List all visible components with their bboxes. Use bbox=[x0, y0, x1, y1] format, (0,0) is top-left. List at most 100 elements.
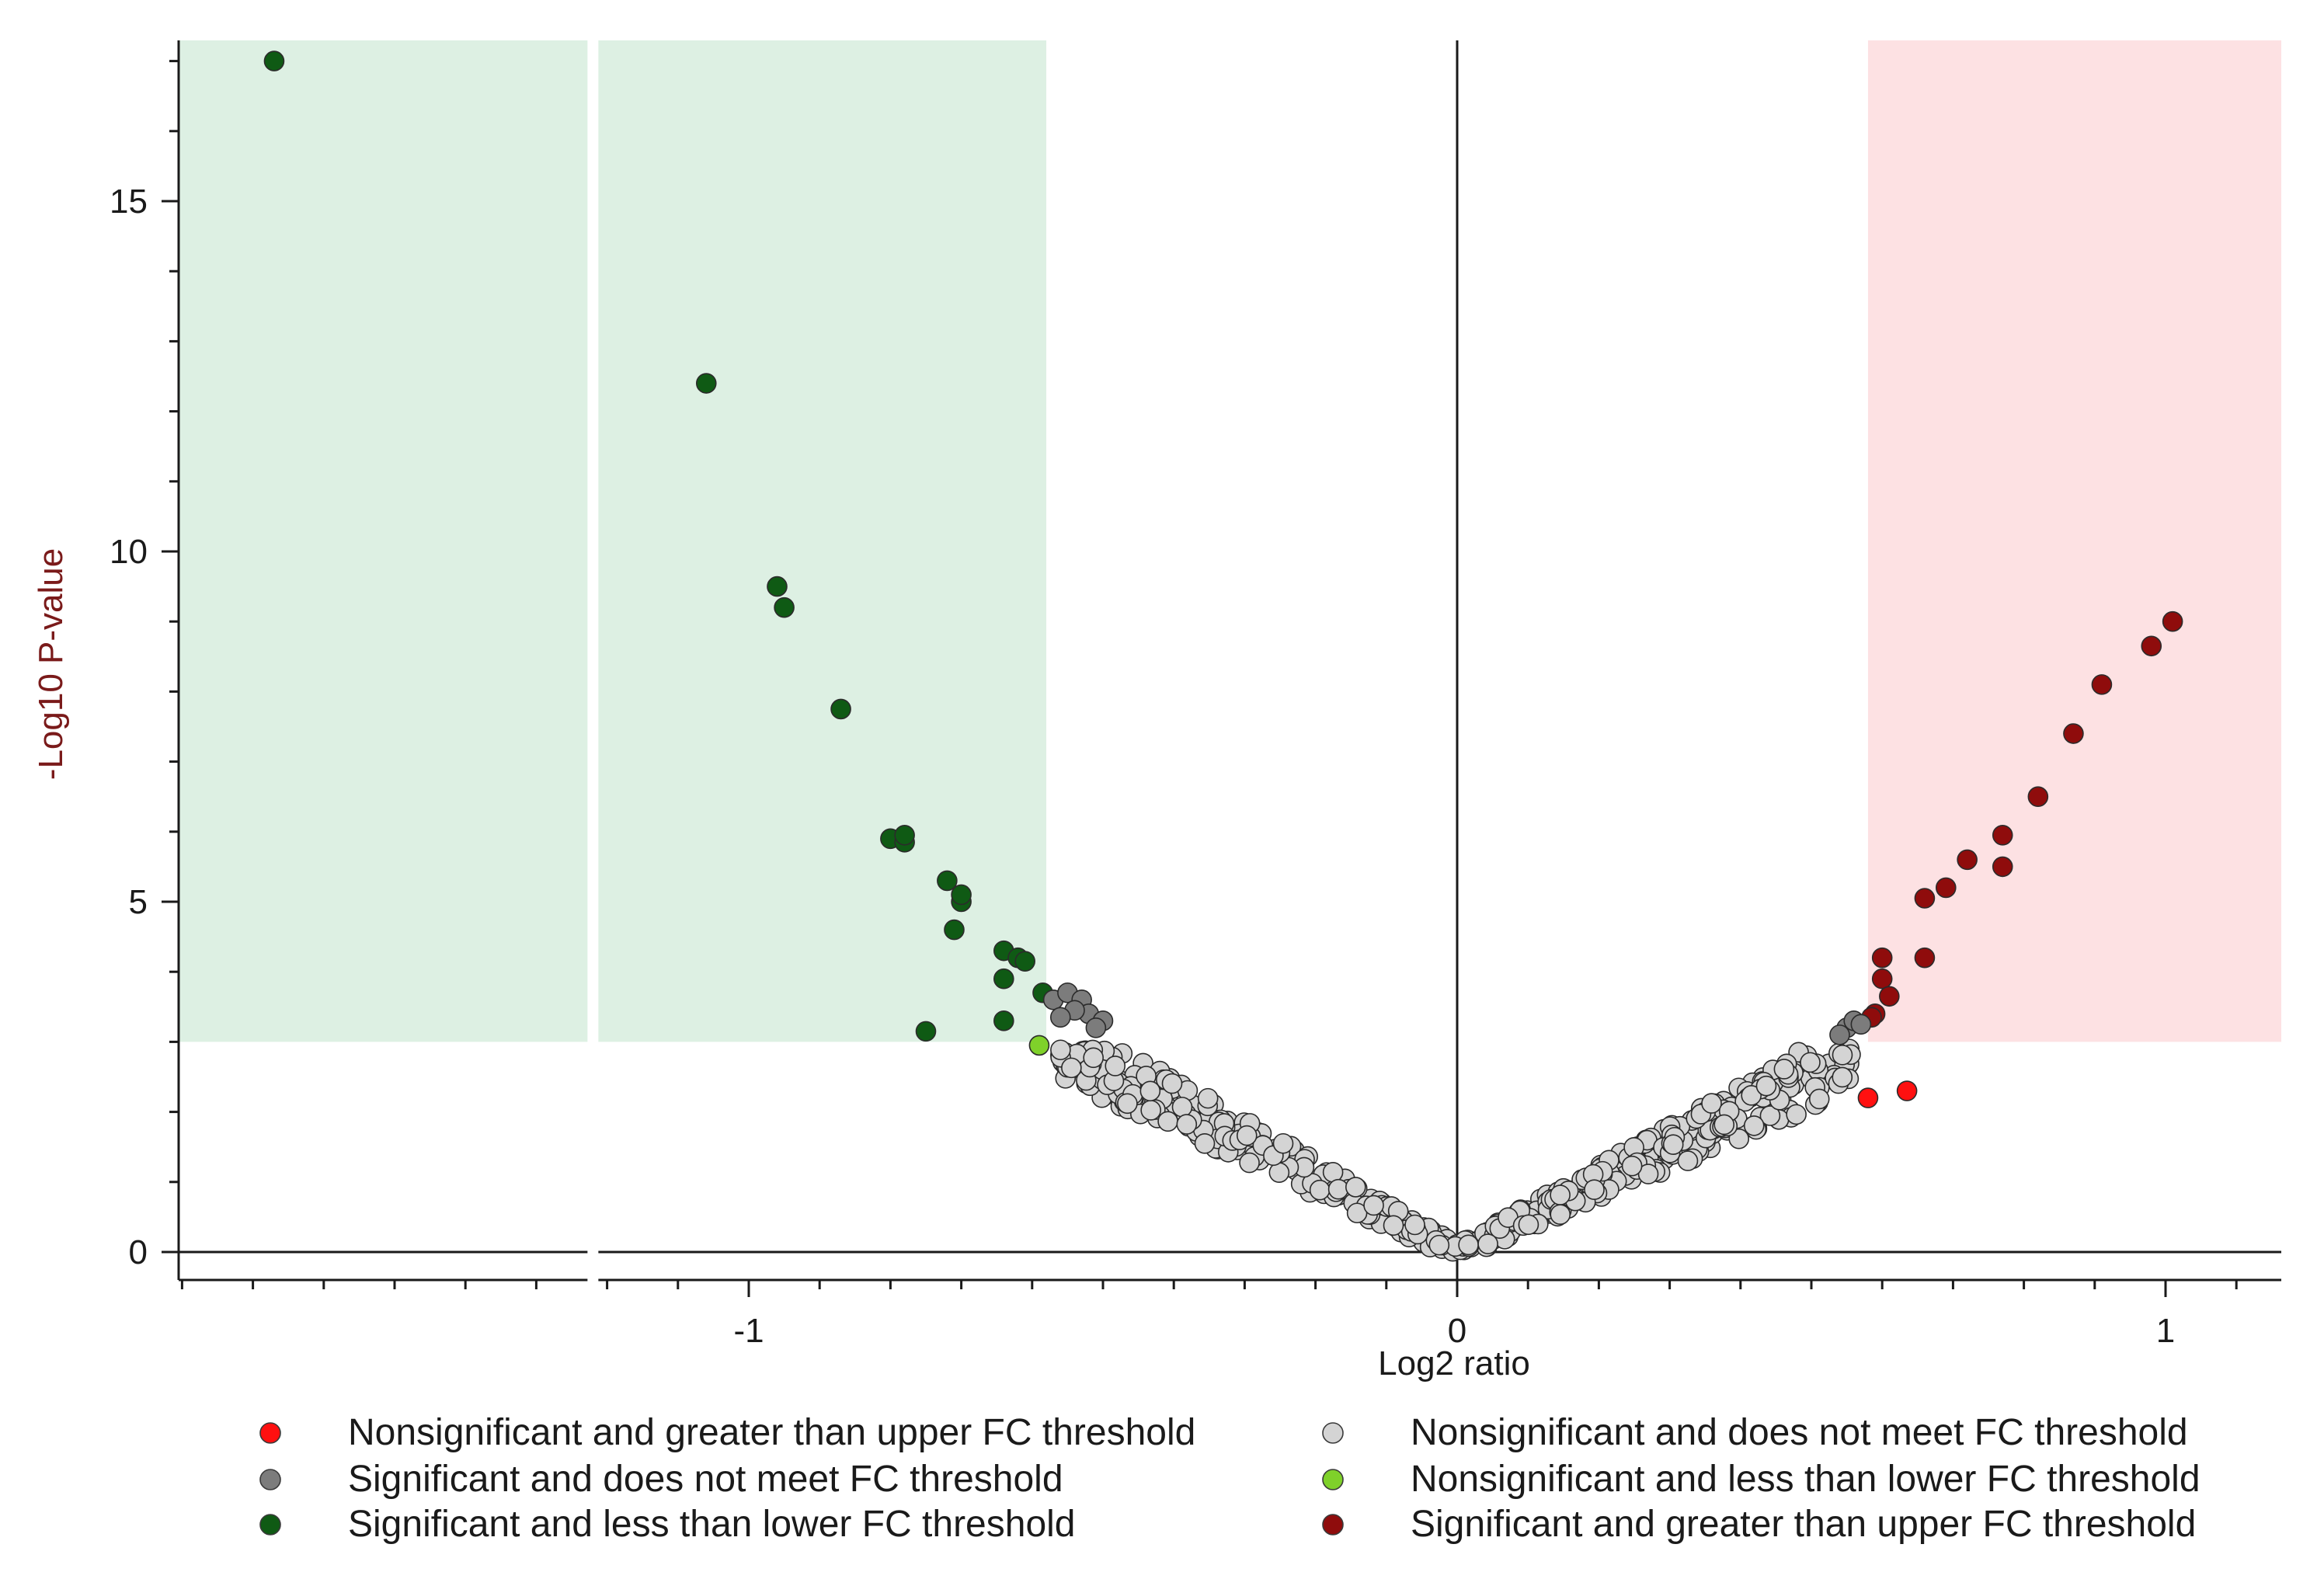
sig-up-point bbox=[1914, 947, 1936, 969]
legend-item: Significant and does not meet FC thresho… bbox=[259, 1459, 1063, 1500]
nonsig-no-fc-point bbox=[1083, 1047, 1104, 1069]
sig-up-point bbox=[1871, 947, 1893, 969]
legend-marker bbox=[259, 1422, 281, 1444]
nonsig-no-fc-point bbox=[1800, 1052, 1821, 1073]
legend-marker bbox=[1322, 1514, 1344, 1536]
sig-down-point bbox=[894, 825, 915, 846]
axes: 0 5 10 15 -1 0 1 bbox=[110, 37, 2281, 1350]
nonsig-no-fc-point bbox=[1171, 1097, 1193, 1118]
sig-no-fc-point bbox=[1829, 1024, 1850, 1045]
legend-label: Significant and less than lower FC thres… bbox=[348, 1504, 1076, 1545]
nonsig-no-fc-point bbox=[1363, 1195, 1384, 1216]
y-tick-label: 5 bbox=[129, 883, 148, 921]
sig-up-point bbox=[1992, 825, 2013, 846]
sig-down-point bbox=[263, 50, 285, 71]
nonsig-no-fc-point bbox=[1832, 1045, 1853, 1066]
upper-fc-significant-region bbox=[1867, 40, 2281, 1042]
sig-up-point bbox=[2063, 723, 2084, 744]
nonsig-no-fc-point bbox=[1477, 1233, 1498, 1254]
nonsig-no-fc-point bbox=[1550, 1204, 1571, 1226]
nonsig-no-fc-point bbox=[1728, 1128, 1750, 1149]
nonsig-no-fc-point bbox=[1755, 1075, 1777, 1097]
sig-up-point bbox=[1957, 849, 1978, 871]
nonsig-no-fc-point bbox=[1139, 1080, 1161, 1102]
nonsig-no-fc-point bbox=[1345, 1177, 1366, 1198]
legend-marker bbox=[259, 1469, 281, 1490]
legend-marker bbox=[259, 1514, 281, 1536]
legend-item: Nonsignificant and does not meet FC thre… bbox=[1322, 1412, 2188, 1453]
sig-down-point bbox=[1014, 951, 1035, 972]
nonsig-down-point bbox=[1028, 1035, 1050, 1056]
nonsig-no-fc-point bbox=[1518, 1214, 1539, 1236]
nonsig-no-fc-point bbox=[1550, 1184, 1571, 1205]
sig-down-point bbox=[937, 870, 958, 892]
sig-down-point bbox=[695, 373, 717, 394]
nonsig-no-fc-point bbox=[1759, 1105, 1781, 1126]
sig-up-point bbox=[2027, 786, 2049, 807]
nonsig-no-fc-point bbox=[1176, 1114, 1198, 1135]
sig-down-point bbox=[993, 1010, 1014, 1031]
nonsig-no-fc-point bbox=[1239, 1152, 1260, 1174]
nonsig-no-fc-point bbox=[1713, 1114, 1735, 1136]
nonsig-no-fc-point bbox=[1743, 1115, 1765, 1136]
legend-label: Nonsignificant and less than lower FC th… bbox=[1411, 1459, 2200, 1500]
sig-down-point bbox=[915, 1021, 937, 1042]
sig-down-point bbox=[951, 884, 972, 906]
nonsig-no-fc-point bbox=[1050, 1039, 1071, 1061]
nonsig-no-fc-point bbox=[1832, 1066, 1853, 1088]
sig-up-point bbox=[1879, 986, 1900, 1007]
sig-down-point bbox=[774, 596, 795, 618]
nonsig-no-fc-point bbox=[1236, 1125, 1258, 1146]
nonsig-no-fc-point bbox=[1404, 1214, 1425, 1236]
nonsig-no-fc-point bbox=[1701, 1093, 1722, 1114]
nonsig-no-fc-point bbox=[1157, 1111, 1178, 1132]
y-tick-label: 10 bbox=[110, 533, 148, 571]
nonsig-no-fc-point bbox=[1662, 1134, 1684, 1155]
nonsig-no-fc-point bbox=[1327, 1178, 1349, 1200]
legend-marker bbox=[1322, 1469, 1344, 1490]
sig-up-point bbox=[2091, 674, 2113, 695]
sig-down-point bbox=[944, 919, 965, 941]
nonsig-no-fc-point bbox=[1621, 1155, 1643, 1177]
y-tick-label: 0 bbox=[129, 1233, 148, 1271]
nonsig-no-fc-point bbox=[1140, 1100, 1161, 1121]
x-tick-label: 0 bbox=[1448, 1312, 1466, 1350]
nonsig-no-fc-point bbox=[1458, 1234, 1479, 1256]
sig-down-point bbox=[767, 576, 788, 597]
nonsig-no-fc-point bbox=[1194, 1133, 1216, 1154]
legend-label: Significant and does not meet FC thresho… bbox=[348, 1459, 1063, 1500]
nonsig-no-fc-point bbox=[1428, 1234, 1450, 1256]
nonsig-no-fc-point bbox=[1309, 1179, 1331, 1201]
x-tick-label: -1 bbox=[733, 1312, 764, 1350]
nonsig-no-fc-point bbox=[1584, 1179, 1605, 1200]
x-axis-title: Log2 ratio bbox=[1378, 1344, 1530, 1382]
sig-up-point bbox=[1935, 877, 1957, 899]
sig-down-point bbox=[830, 698, 851, 720]
legend-item: Significant and greater than upper FC th… bbox=[1322, 1504, 2196, 1545]
legend-label: Nonsignificant and greater than upper FC… bbox=[348, 1412, 1195, 1453]
legend-label: Significant and greater than upper FC th… bbox=[1411, 1504, 2196, 1545]
legend: Nonsignificant and greater than upper FC… bbox=[259, 1412, 2200, 1545]
sig-up-point bbox=[2162, 610, 2183, 632]
sig-down-point bbox=[993, 968, 1014, 989]
sig-up-point bbox=[1871, 968, 1893, 989]
sig-up-point bbox=[1914, 888, 1936, 909]
legend-label: Nonsignificant and does not meet FC thre… bbox=[1411, 1412, 2188, 1453]
x-axis-break bbox=[587, 37, 599, 1286]
nonsig-no-fc-point bbox=[1383, 1215, 1404, 1236]
lower-fc-significant-region bbox=[179, 40, 1047, 1042]
nonsig-no-fc-point bbox=[1786, 1104, 1807, 1125]
nonsig-no-fc-point bbox=[1061, 1057, 1082, 1079]
sig-no-fc-point bbox=[1085, 1017, 1107, 1038]
nonsig-no-fc-point bbox=[1677, 1150, 1699, 1171]
nonsig-no-fc-point bbox=[1105, 1056, 1126, 1076]
data-points bbox=[263, 50, 2183, 1262]
legend-item: Nonsignificant and less than lower FC th… bbox=[1322, 1459, 2200, 1500]
legend-marker bbox=[1322, 1422, 1344, 1444]
sig-up-point bbox=[1992, 856, 2013, 878]
y-tick-label: 15 bbox=[110, 183, 148, 221]
nonsig-no-fc-point bbox=[1197, 1087, 1219, 1109]
axis-labels: Log2 ratio -Log10 P-value bbox=[32, 548, 1530, 1382]
nonsig-no-fc-point bbox=[1808, 1088, 1830, 1110]
sig-up-point bbox=[2141, 635, 2162, 657]
